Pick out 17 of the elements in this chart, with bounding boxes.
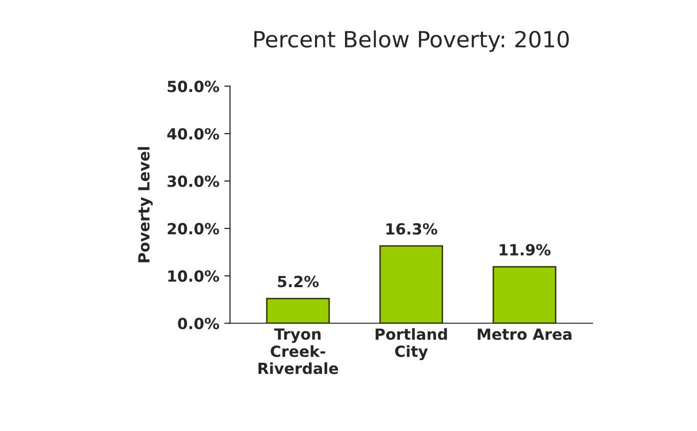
y-tick-label: 10.0% — [168, 270, 220, 282]
chart-title: Percent Below Poverty: 2010 — [254, 30, 569, 52]
y-tick-label: 20.0% — [168, 222, 220, 234]
x-tick-label: Metro Area — [478, 328, 572, 340]
y-tick-label: 0.0% — [178, 318, 220, 330]
y-axis-title: Poverty Level — [138, 147, 153, 262]
y-tick-label: 50.0% — [168, 80, 220, 92]
x-tick-label: Tryon Creek- Riverdale — [258, 328, 338, 374]
data-label: 16.3% — [386, 223, 438, 235]
y-tick-label: 30.0% — [168, 175, 220, 188]
data-label: 11.9% — [500, 244, 551, 256]
bar — [266, 298, 330, 324]
data-label: 5.2% — [278, 276, 319, 288]
bar — [492, 266, 556, 324]
bar — [379, 245, 444, 324]
y-tick-label: 40.0% — [167, 128, 220, 140]
x-tick-label: Portland City — [376, 328, 447, 360]
